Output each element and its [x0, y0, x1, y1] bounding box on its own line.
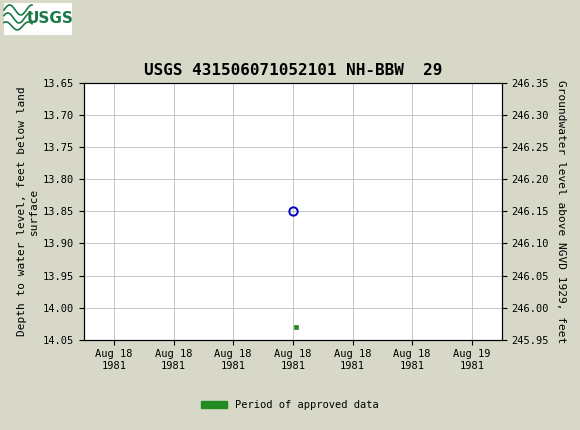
FancyBboxPatch shape: [4, 3, 72, 35]
Text: USGS: USGS: [27, 12, 74, 26]
Y-axis label: Groundwater level above NGVD 1929, feet: Groundwater level above NGVD 1929, feet: [556, 80, 566, 343]
Y-axis label: Depth to water level, feet below land
surface: Depth to water level, feet below land su…: [17, 86, 39, 336]
Legend: Period of approved data: Period of approved data: [197, 396, 383, 414]
Title: USGS 431506071052101 NH-BBW  29: USGS 431506071052101 NH-BBW 29: [144, 63, 442, 78]
